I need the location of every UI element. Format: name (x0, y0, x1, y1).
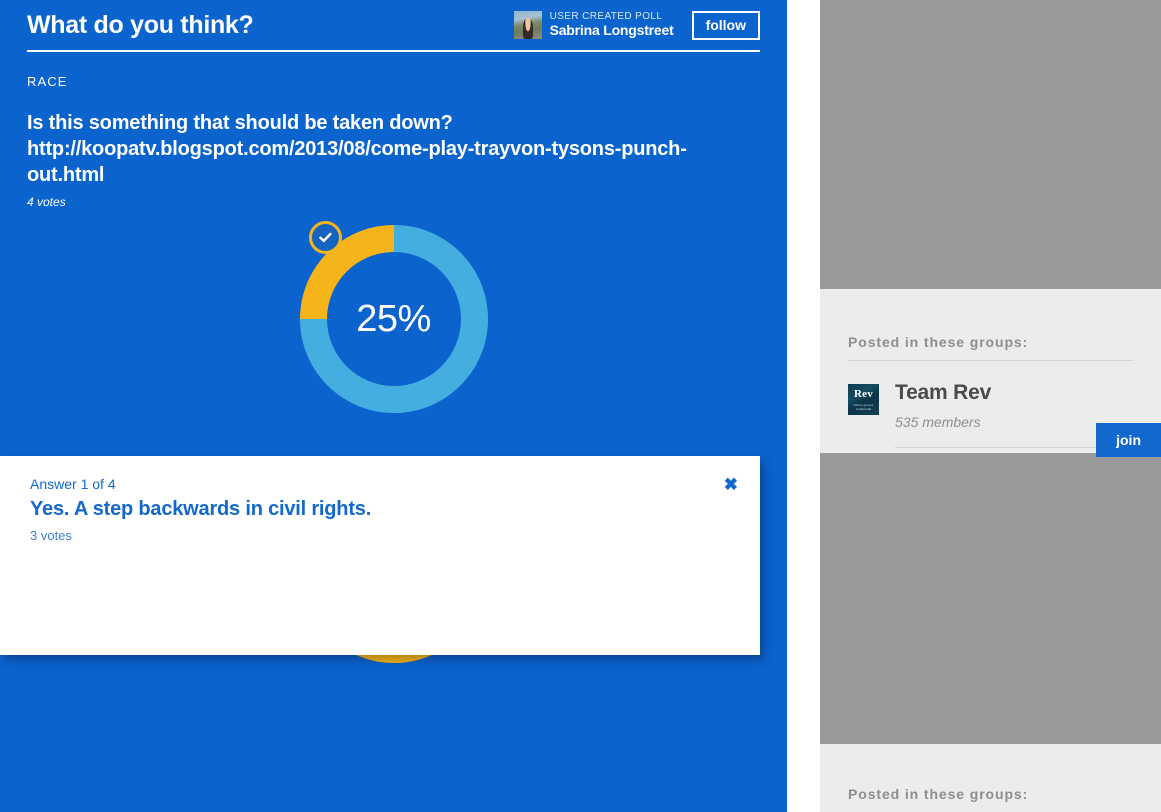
poll-question: Is this something that should be taken d… (27, 112, 687, 186)
poll-category-label: RACE (27, 74, 68, 89)
group-divider (895, 447, 1133, 448)
team-rev-logo-icon: Rev silicon groove multimedia (848, 384, 879, 415)
avatar (513, 11, 542, 39)
group-name[interactable]: Team Rev (895, 381, 992, 404)
poll-author-block: USER CREATED POLL Sabrina Longstreet fol… (513, 10, 760, 40)
ad-placeholder-top[interactable] (820, 0, 1161, 289)
answer-detail-card: ✖ Answer 1 of 4 Yes. A step backwards in… (0, 456, 760, 655)
poll-kicker-label: USER CREATED POLL (549, 11, 663, 23)
poll-header: What do you think? USER CREATED POLL Sab… (27, 0, 760, 52)
join-button[interactable]: join (1096, 423, 1161, 457)
team-rev-logo-subtext: silicon groove multimedia (853, 403, 874, 411)
page-title: What do you think? (27, 11, 254, 39)
selected-answer-check-icon-1 (308, 221, 342, 254)
poll-body: RACE Is this something that should be ta… (0, 52, 787, 209)
answer-text: Yes. A step backwards in civil rights. (30, 498, 372, 520)
group-member-count: 535 members (895, 414, 981, 430)
sidebar: Posted in these groups: Rev silicon groo… (820, 0, 1161, 812)
poll-panel: What do you think? USER CREATED POLL Sab… (0, 0, 787, 812)
donut-chart-1[interactable]: 25% (299, 221, 488, 413)
answer-vote-count: 3 votes (30, 528, 72, 543)
group-list-item[interactable]: Rev silicon groove multimedia Team Rev 5… (848, 361, 1161, 457)
donut-chart-1-wrap: 25% (0, 221, 787, 451)
donut-chart-1-center: 25% (326, 252, 461, 386)
team-rev-logo-text: Rev (854, 388, 873, 400)
close-icon[interactable]: ✖ (723, 475, 738, 494)
groups-heading: Posted in these groups: (848, 289, 1133, 361)
donut-chart-1-percent: 25% (356, 297, 431, 340)
answer-index-label: Answer 1 of 4 (30, 476, 116, 492)
groups-heading-bottom: Posted in these groups: (848, 744, 1133, 812)
follow-button[interactable]: follow (691, 10, 760, 40)
groups-panel-bottom: Posted in these groups: (820, 744, 1161, 812)
author-meta: USER CREATED POLL Sabrina Longstreet (550, 12, 674, 37)
author-name[interactable]: Sabrina Longstreet (549, 21, 674, 38)
ad-placeholder-bottom[interactable] (820, 453, 1161, 744)
groups-panel-top: Posted in these groups: Rev silicon groo… (820, 289, 1161, 457)
poll-vote-count: 4 votes (27, 195, 66, 209)
group-info: Team Rev 535 members (895, 381, 1133, 448)
